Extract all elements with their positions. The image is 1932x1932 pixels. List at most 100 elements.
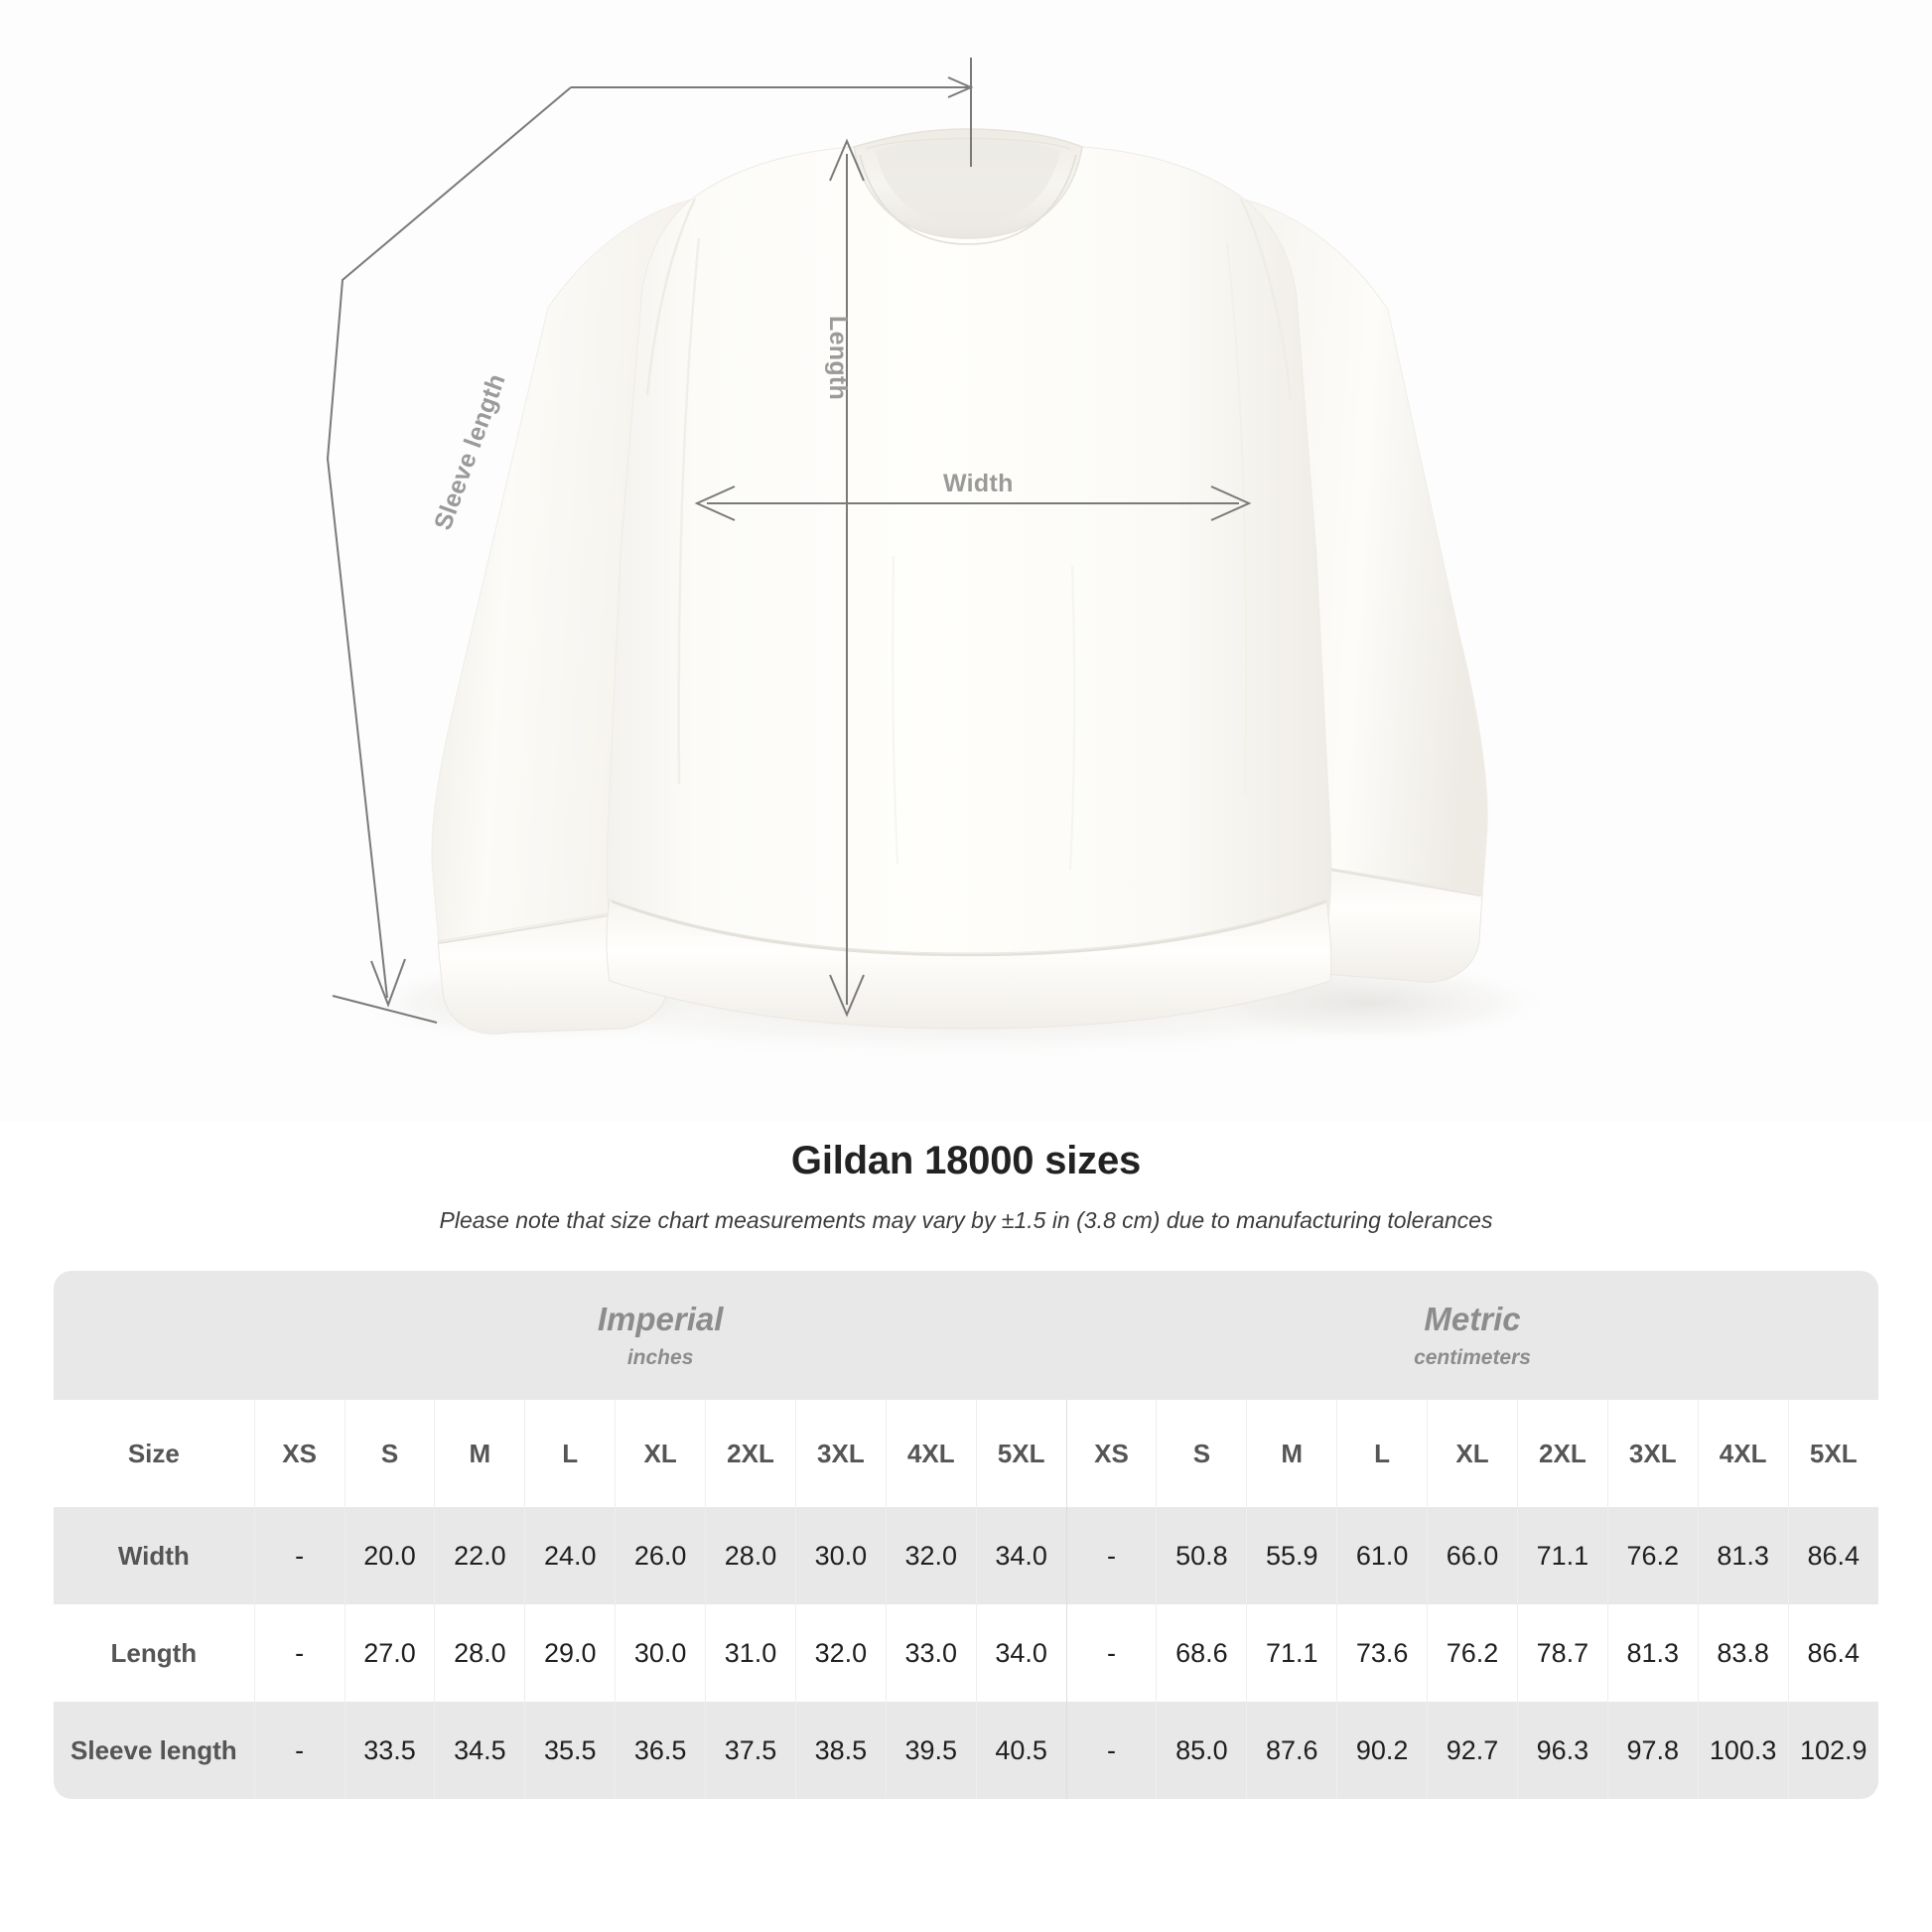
unit-group-imperial: Imperial inches <box>254 1271 1067 1400</box>
cell-metric-3xl-width: 76.2 <box>1606 1507 1699 1604</box>
width-measure-label: Width <box>943 470 1014 497</box>
cell-imperial-s-sleeve-length: 33.5 <box>344 1702 435 1799</box>
size-header-metric-5xl: 5XL <box>1787 1400 1878 1507</box>
size-table: Imperial inches Metric centimeters Size X… <box>54 1271 1878 1799</box>
size-header-imperial-s: S <box>344 1400 435 1507</box>
collar-neckline-top <box>865 137 1071 150</box>
collar-rib-line <box>859 154 1077 245</box>
size-column-header: Size <box>54 1400 255 1507</box>
cell-imperial-4xl-width: 32.0 <box>885 1507 977 1604</box>
body-drape-1 <box>677 237 701 785</box>
cell-imperial-4xl-length: 33.0 <box>885 1604 977 1702</box>
size-header-label: L <box>1374 1438 1391 1468</box>
cell-metric-l-sleeve-length: 90.2 <box>1336 1702 1428 1799</box>
size-header-metric-3xl: 3XL <box>1606 1400 1699 1507</box>
sweatshirt-illustration <box>326 58 1559 1064</box>
size-table-container: Imperial inches Metric centimeters Size X… <box>54 1271 1878 1799</box>
table-row: Sleeve length -33.5 34.5 35.5 36.5 37.5 38.5 39… <box>54 1702 1878 1799</box>
table-row: Length -27.0 28.0 29.0 30.0 31.0 32.0 33.0 34.0-… <box>54 1604 1878 1702</box>
size-header-label: 4XL <box>1719 1438 1767 1468</box>
body-drape-2 <box>1226 241 1248 795</box>
cell-metric-xl-width: 66.0 <box>1427 1507 1518 1604</box>
size-header-imperial-xs: XS <box>253 1400 345 1507</box>
cell-imperial-xl-width: 26.0 <box>615 1507 706 1604</box>
cell-imperial-xs-width: - <box>253 1507 345 1604</box>
cell-imperial-m-length: 28.0 <box>434 1604 525 1702</box>
unit-imperial-name: Imperial <box>597 1300 724 1337</box>
cell-imperial-m-width: 22.0 <box>434 1507 525 1604</box>
size-table-head: Imperial inches Metric centimeters Size X… <box>54 1271 1878 1507</box>
cell-metric-xl-length: 76.2 <box>1427 1604 1518 1702</box>
bottom-hem-seam <box>611 899 1327 957</box>
cell-metric-2xl-sleeve-length: 96.3 <box>1516 1702 1608 1799</box>
left-shoulder-seam <box>645 198 697 396</box>
title-block: Gildan 18000 sizes Please note that size… <box>0 1137 1932 1236</box>
cell-metric-s-width: 50.8 <box>1156 1507 1247 1604</box>
cell-imperial-s-width: 20.0 <box>344 1507 435 1604</box>
cell-metric-xs-width: - <box>1065 1507 1157 1604</box>
length-arrow-head-bottom <box>829 974 865 1018</box>
unit-group-metric: Metric centimeters <box>1066 1271 1878 1400</box>
cell-imperial-xs-length: - <box>253 1604 345 1702</box>
body-drape-4 <box>1069 565 1076 871</box>
cell-imperial-5xl-sleeve-length: 40.5 <box>975 1702 1067 1799</box>
body-drape-3 <box>892 555 898 865</box>
row-header-sleeve-length: Sleeve length <box>54 1702 255 1799</box>
unit-banner-row: Imperial inches Metric centimeters <box>54 1271 1878 1400</box>
cell-metric-l-width: 61.0 <box>1336 1507 1428 1604</box>
width-arrow-head-left <box>694 485 736 521</box>
cell-imperial-l-sleeve-length: 35.5 <box>524 1702 616 1799</box>
cell-metric-5xl-sleeve-length: 102.9 <box>1787 1702 1878 1799</box>
cell-imperial-xl-length: 30.0 <box>615 1604 706 1702</box>
unit-imperial-sub: inches <box>626 1346 694 1370</box>
right-shoulder-seam <box>1239 198 1293 400</box>
cell-metric-5xl-length: 86.4 <box>1787 1604 1878 1702</box>
cell-imperial-l-length: 29.0 <box>524 1604 616 1702</box>
size-header-imperial-m: M <box>434 1400 525 1507</box>
size-header-metric-s: S <box>1156 1400 1247 1507</box>
size-header-imperial-2xl: 2XL <box>705 1400 796 1507</box>
cell-imperial-3xl-sleeve-length: 38.5 <box>794 1702 887 1799</box>
size-header-label: S <box>380 1438 399 1468</box>
size-header-imperial-4xl: 4XL <box>885 1400 977 1507</box>
size-header-row: Size XS S M L XL 2XL 3XL 4XL 5XL XS S M L XL 2XL 3XL 4XL 5… <box>54 1400 1878 1507</box>
size-header-metric-m: M <box>1246 1400 1337 1507</box>
size-header-label: S <box>1192 1438 1211 1468</box>
unit-metric-name: Metric <box>1424 1300 1521 1337</box>
size-header-label: 2XL <box>1539 1438 1587 1468</box>
cell-metric-m-length: 71.1 <box>1246 1604 1337 1702</box>
cell-metric-3xl-length: 81.3 <box>1606 1604 1699 1702</box>
cell-metric-s-length: 68.6 <box>1156 1604 1247 1702</box>
row-header-length: Length <box>54 1604 255 1702</box>
cell-imperial-3xl-length: 32.0 <box>794 1604 887 1702</box>
cell-imperial-5xl-width: 34.0 <box>975 1507 1067 1604</box>
size-header-label: 5XL <box>1809 1438 1858 1468</box>
size-table-body: Width -20.0 22.0 24.0 26.0 28.0 30.0 32.0 34.0-5… <box>54 1507 1878 1799</box>
size-header-imperial-xl: XL <box>615 1400 706 1507</box>
page-title: Gildan 18000 sizes <box>790 1139 1142 1182</box>
sleeve-guide-path <box>326 86 572 999</box>
cell-metric-s-sleeve-length: 85.0 <box>1156 1702 1247 1799</box>
size-header-metric-l: L <box>1336 1400 1428 1507</box>
collar-inner-shadow <box>876 137 1060 224</box>
cell-imperial-xs-sleeve-length: - <box>253 1702 345 1799</box>
cell-imperial-3xl-width: 30.0 <box>794 1507 887 1604</box>
cell-imperial-5xl-length: 34.0 <box>975 1604 1067 1702</box>
size-header-metric-2xl: 2XL <box>1516 1400 1608 1507</box>
size-header-label: 2XL <box>727 1438 774 1468</box>
cell-metric-4xl-length: 83.8 <box>1697 1604 1789 1702</box>
size-header-metric-4xl: 4XL <box>1697 1400 1789 1507</box>
size-header-label: 3XL <box>817 1438 865 1468</box>
measurement-guides <box>326 58 1252 1024</box>
bottom-hem-rib <box>606 898 1332 1030</box>
tolerance-note: Please note that size chart measurements… <box>439 1207 1493 1233</box>
unit-banner-blank <box>54 1271 255 1400</box>
cell-metric-m-sleeve-length: 87.6 <box>1246 1702 1337 1799</box>
cell-metric-2xl-length: 78.7 <box>1516 1604 1608 1702</box>
size-header-label: XL <box>1455 1438 1489 1468</box>
sleeve-end-tick <box>332 995 438 1024</box>
size-header-label: XS <box>1094 1438 1129 1468</box>
size-header-label: 4XL <box>906 1438 955 1468</box>
cell-metric-l-length: 73.6 <box>1336 1604 1428 1702</box>
